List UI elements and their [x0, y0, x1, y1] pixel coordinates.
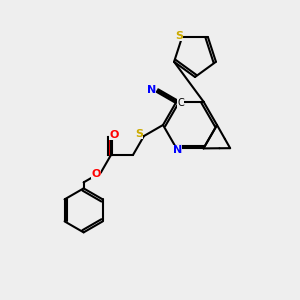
Text: C: C — [177, 98, 184, 108]
Text: S: S — [175, 31, 183, 41]
Text: N: N — [147, 85, 156, 94]
Text: N: N — [173, 146, 182, 155]
Text: S: S — [135, 129, 143, 139]
Text: O: O — [91, 169, 101, 179]
Text: O: O — [109, 130, 119, 140]
